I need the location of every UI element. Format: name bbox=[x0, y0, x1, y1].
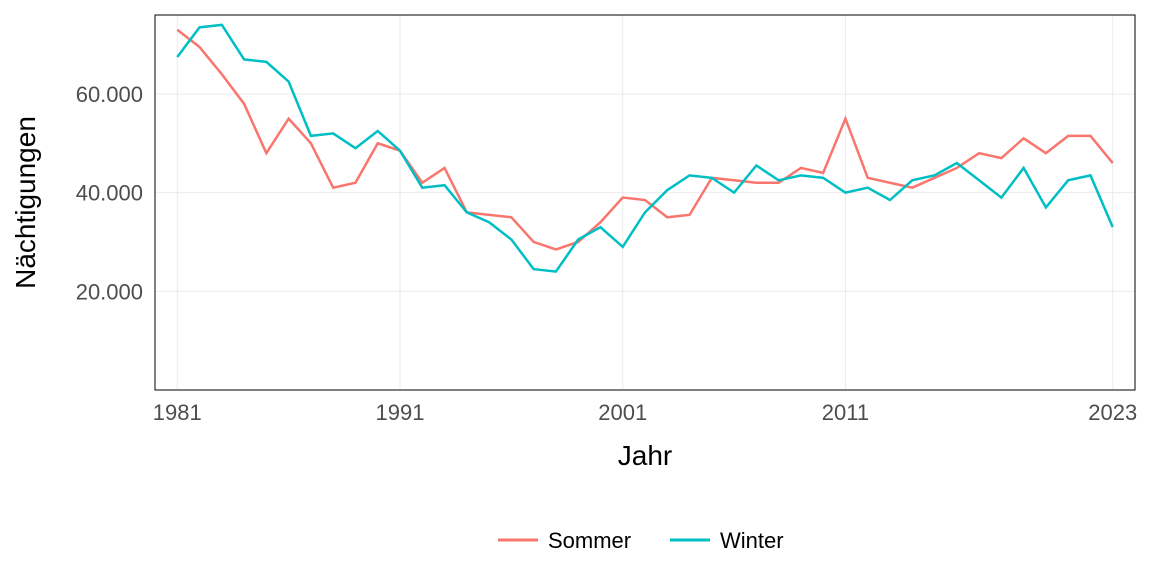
x-tick-label: 1981 bbox=[153, 400, 202, 425]
legend-label-winter: Winter bbox=[720, 528, 784, 553]
x-tick-label: 1991 bbox=[376, 400, 425, 425]
x-tick-label: 2001 bbox=[598, 400, 647, 425]
y-tick-label: 40.000 bbox=[76, 181, 143, 206]
y-axis-title: Nächtigungen bbox=[10, 116, 41, 289]
y-tick-label: 20.000 bbox=[76, 279, 143, 304]
legend: Sommer Winter bbox=[498, 528, 784, 553]
line-chart: 1981 1991 2001 2011 2023 20.000 40.000 60.000 Ja… bbox=[0, 0, 1152, 576]
x-axis-title: Jahr bbox=[618, 440, 672, 471]
y-tick-label: 60.000 bbox=[76, 82, 143, 107]
x-tick-label: 2011 bbox=[822, 400, 869, 425]
x-tick-label: 2023 bbox=[1088, 400, 1137, 425]
chart-container: 1981 1991 2001 2011 2023 20.000 40.000 60.000 Ja… bbox=[0, 0, 1152, 576]
legend-label-sommer: Sommer bbox=[548, 528, 631, 553]
